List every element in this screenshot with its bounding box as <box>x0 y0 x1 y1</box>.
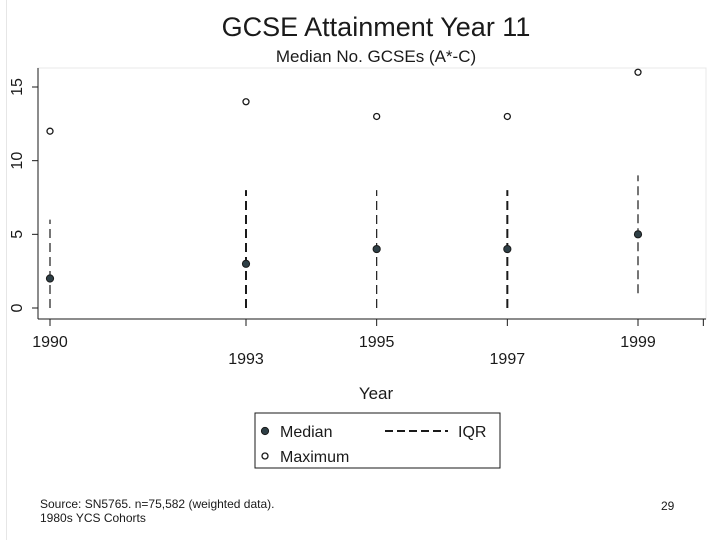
x-tick-label: 1999 <box>620 334 656 351</box>
slide-number: 29 <box>661 499 675 513</box>
legend-maximum-label: Maximum <box>280 449 349 466</box>
source-note: Source: SN5765. n=75,582 (weighted data)… <box>40 497 275 525</box>
maximum-point <box>373 112 381 121</box>
legend-iqr-label: IQR <box>458 424 486 441</box>
median-series <box>45 230 643 283</box>
x-tick-label: 1990 <box>32 334 68 351</box>
maximum-point <box>634 68 642 76</box>
median-point <box>503 244 512 254</box>
maximum-point <box>242 98 250 106</box>
x-tick-label: 1997 <box>490 351 526 368</box>
x-axis-title: Year <box>359 384 394 403</box>
median-point <box>372 244 381 254</box>
plot-area <box>37 67 707 320</box>
y-tick-label: 10 <box>9 152 26 170</box>
maximum-point <box>46 127 54 135</box>
chart-title: GCSE Attainment Year 11 <box>222 12 531 42</box>
x-axis-ticks: 1990 1993 1995 1997 1999 <box>32 319 704 368</box>
y-tick-label: 5 <box>9 230 26 239</box>
legend-box <box>254 412 501 469</box>
median-point <box>45 274 55 283</box>
median-point <box>241 259 251 268</box>
x-tick-label: 1993 <box>228 351 264 368</box>
median-point <box>633 230 643 239</box>
x-tick-label: 1995 <box>359 334 395 351</box>
chart-subtitle: Median No. GCSEs (A*-C) <box>276 47 476 66</box>
cohorts-text: 1980s YCS Cohorts <box>40 511 146 525</box>
y-tick-label: 15 <box>9 78 26 96</box>
y-axis-ticks: 0 5 10 15 <box>9 78 38 312</box>
source-text: Source: SN5765. n=75,582 (weighted data)… <box>40 497 275 511</box>
legend-median-marker <box>260 426 270 436</box>
y-tick-label: 0 <box>9 303 26 312</box>
legend-median-label: Median <box>280 424 332 441</box>
maximum-series <box>46 68 642 135</box>
slide-frame <box>6 0 720 540</box>
maximum-point <box>503 112 511 121</box>
legend-maximum-marker <box>261 452 269 460</box>
iqr-series <box>49 175 639 308</box>
legend: Median Maximum IQR <box>254 412 501 469</box>
